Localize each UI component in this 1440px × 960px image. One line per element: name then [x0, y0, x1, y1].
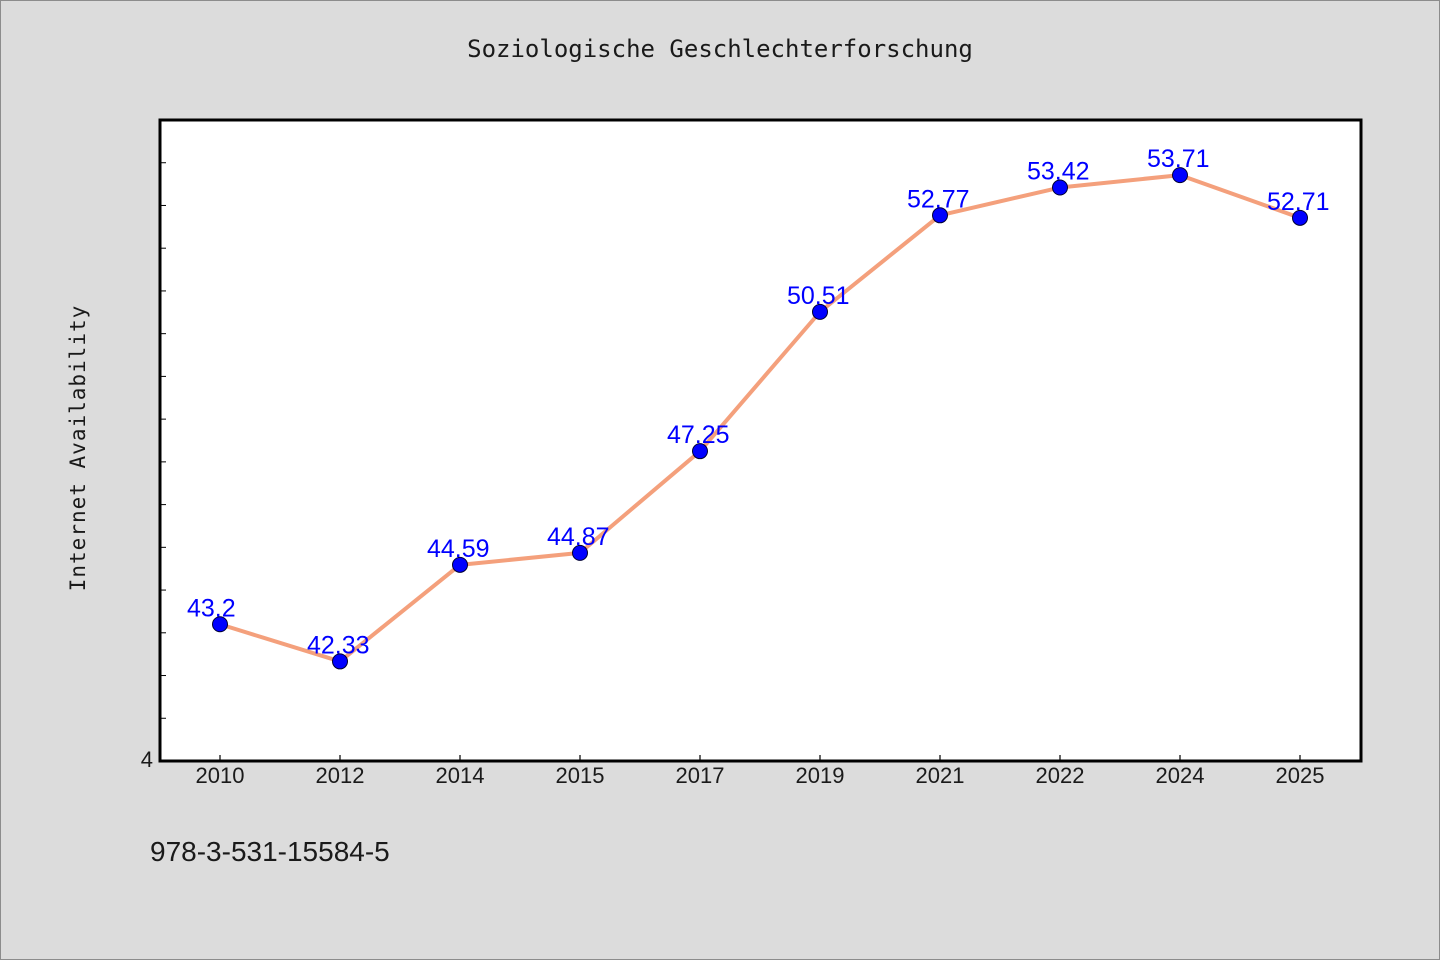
x-tick-label: 2024 — [1156, 763, 1205, 788]
data-point — [932, 207, 948, 224]
x-tick-label: 2010 — [196, 763, 245, 788]
data-label: 44.59 — [427, 535, 490, 563]
plot-area — [158, 118, 1363, 763]
data-point — [1292, 209, 1308, 226]
data-label: 53.42 — [1027, 158, 1090, 186]
data-point — [812, 303, 828, 320]
x-tick-label: 2019 — [796, 763, 845, 788]
data-label: 52.77 — [907, 185, 970, 213]
data-label: 44.87 — [547, 523, 610, 551]
data-label: 42.33 — [307, 631, 370, 659]
chart-title: Soziologische Geschlechterforschung — [467, 35, 973, 63]
x-tick-label: 2012 — [316, 763, 365, 788]
data-point — [1052, 179, 1068, 196]
data-label: 50.51 — [787, 282, 850, 310]
x-tick-label: 2025 — [1276, 763, 1325, 788]
x-tick-label: 2017 — [676, 763, 725, 788]
data-point — [452, 556, 468, 573]
x-tick-label: 2014 — [436, 763, 485, 788]
x-tick-label: 2021 — [916, 763, 965, 788]
footer-code: 978-3-531-15584-5 — [150, 836, 390, 867]
x-tick-label: 2015 — [556, 763, 605, 788]
data-point — [572, 544, 588, 561]
data-point — [332, 653, 348, 670]
data-label: 53.71 — [1147, 145, 1210, 173]
data-series: 43.2 42.33 44.59 44.87 47.25 50.51 52.77 53.42 5… — [187, 145, 1330, 670]
data-point — [692, 443, 708, 460]
series-line — [218, 173, 1302, 664]
x-axis-ticks: 2010 2012 2014 2015 2017 2019 2021 2022 2024 2025 — [196, 755, 1325, 788]
data-point — [212, 616, 228, 633]
data-label: 52.71 — [1267, 188, 1330, 216]
data-label: 43.2 — [187, 594, 236, 622]
data-point — [1172, 167, 1188, 184]
y-tick-label: 4 — [141, 747, 153, 772]
y-axis-ticks: 4 — [141, 162, 166, 772]
x-tick-label: 2022 — [1036, 763, 1085, 788]
data-label: 47.25 — [667, 421, 730, 449]
